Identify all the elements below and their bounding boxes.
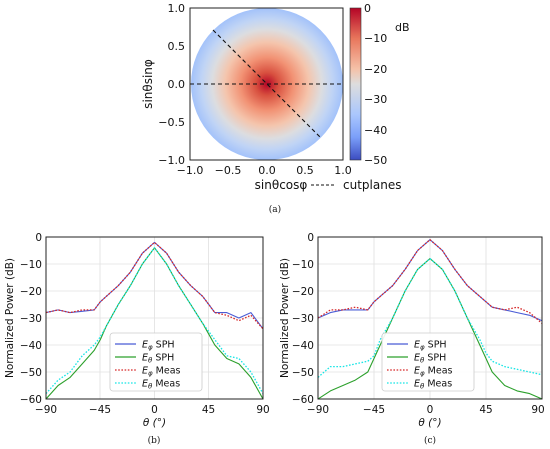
a-ylabel: sinθsinφ	[141, 59, 155, 109]
b-legend-text-4: Eθ Meas	[142, 379, 180, 391]
b-ytick-1: 0	[35, 232, 42, 244]
a-xtick-5: 1.0	[334, 164, 352, 177]
b-xtick-5: 90	[256, 404, 269, 416]
cbar-tick-1: 0	[364, 2, 371, 15]
cutplane-diagonal	[212, 29, 322, 139]
c-ytick-2: −10	[292, 259, 314, 271]
panel-c-x-ticks: −90 −45 0 45 90	[307, 404, 545, 416]
panel-b-plot	[46, 241, 263, 399]
b-xlabel: θ (°)	[143, 417, 166, 429]
b-xtick-1: −90	[35, 404, 57, 416]
a-xtick-1: −1.0	[177, 164, 204, 177]
b-xtick-3: 0	[151, 404, 158, 416]
b-legend-text-2: Eθ SPH	[142, 353, 174, 365]
a-ytick-5: −1.0	[158, 154, 185, 167]
c-ytick-3: −20	[292, 286, 314, 298]
b-legend-text-1: Eφ SPH	[142, 340, 175, 352]
b-ytick-3: −20	[20, 286, 42, 298]
panel-b-legend: Eφ SPH Eθ SPH Eφ Meas Eθ Meas	[109, 332, 203, 392]
c-ylabel: Normalized Power (dB)	[279, 258, 291, 378]
c-legend-box	[381, 332, 475, 392]
b-legend-text-3: Eφ Meas	[142, 366, 181, 378]
panel-a-x-ticks: −1.0 −0.5 0.0 0.5 1.0	[177, 164, 352, 177]
caption-b: (b)	[148, 435, 161, 446]
c-xtick-2: −45	[363, 404, 385, 416]
c-xtick-4: 45	[479, 404, 492, 416]
a-xlabel: sinθcosφ	[255, 178, 308, 192]
c-legend-text-3: Eφ Meas	[414, 366, 453, 378]
colorbar-unit: dB	[395, 21, 410, 34]
b-ytick-2: −10	[20, 259, 42, 271]
c-ytick-7: −60	[292, 394, 314, 406]
cutplanes-legend-label: cutplanes	[343, 178, 401, 192]
panel-a: −1.0 −0.5 0.0 0.5 1.0 1.0 0.5 0.0 −0.5 −…	[141, 2, 410, 192]
b-series-line-1	[46, 241, 263, 330]
cbar-tick-6: −50	[364, 154, 387, 167]
c-legend-text-4: Eθ Meas	[414, 379, 452, 391]
c-xtick-1: −90	[307, 404, 329, 416]
b-xtick-4: 45	[202, 404, 215, 416]
c-xlabel: θ (°)	[418, 417, 441, 429]
a-ytick-1: 1.0	[168, 2, 186, 15]
c-xtick-5: 90	[531, 404, 544, 416]
b-series-line-3	[46, 241, 263, 330]
b-xtick-2: −45	[89, 404, 111, 416]
a-ytick-4: −0.5	[158, 116, 185, 129]
panel-b-x-ticks: −90 −45 0 45 90	[35, 404, 270, 416]
c-ytick-5: −40	[292, 340, 314, 352]
a-ytick-2: 0.5	[168, 40, 186, 53]
colorbar-ticks: 0 −10 −20 −30 −40 −50	[364, 2, 387, 167]
b-ytick-4: −30	[20, 313, 42, 325]
cbar-tick-3: −20	[364, 63, 387, 76]
b-legend-box	[109, 332, 203, 392]
b-ytick-6: −50	[20, 367, 42, 379]
c-series-line-4	[318, 257, 542, 378]
colorbar	[349, 7, 362, 161]
a-xtick-3: 0.0	[258, 164, 276, 177]
b-ytick-7: −60	[20, 394, 42, 406]
panel-c: 0 −10 −20 −30 −40 −50 −60 −90 −45 0 45 9…	[279, 232, 545, 429]
panel-c-legend: Eφ SPH Eθ SPH Eφ Meas Eθ Meas	[381, 332, 475, 392]
c-series-line-3	[318, 239, 542, 324]
a-xtick-2: −0.5	[215, 164, 242, 177]
b-ylabel: Normalized Power (dB)	[4, 258, 16, 378]
a-xtick-4: 0.5	[296, 164, 314, 177]
cbar-tick-5: −40	[364, 124, 387, 137]
cbar-tick-2: −10	[364, 32, 387, 45]
c-ytick-1: 0	[307, 232, 314, 244]
caption-c: (c)	[424, 435, 436, 446]
panel-a-y-ticks: 1.0 0.5 0.0 −0.5 −1.0	[158, 2, 185, 167]
c-ytick-6: −50	[292, 367, 314, 379]
c-ytick-4: −30	[292, 313, 314, 325]
c-xtick-3: 0	[427, 404, 434, 416]
c-legend-text-2: Eθ SPH	[414, 353, 446, 365]
panel-c-y-ticks: 0 −10 −20 −30 −40 −50 −60	[292, 232, 314, 406]
panel-b: 0 −10 −20 −30 −40 −50 −60 −90 −45 0 45 9…	[4, 232, 270, 429]
b-series-line-4	[46, 247, 263, 395]
c-legend-text-1: Eφ SPH	[414, 340, 447, 352]
panel-c-plot	[318, 239, 542, 399]
caption-a: (a)	[269, 204, 281, 215]
panel-b-frame	[45, 236, 264, 400]
a-ytick-3: 0.0	[168, 78, 186, 91]
panel-c-frame	[317, 236, 543, 400]
b-ytick-5: −40	[20, 340, 42, 352]
panel-b-y-ticks: 0 −10 −20 −30 −40 −50 −60	[20, 232, 42, 406]
cbar-tick-4: −30	[364, 93, 387, 106]
